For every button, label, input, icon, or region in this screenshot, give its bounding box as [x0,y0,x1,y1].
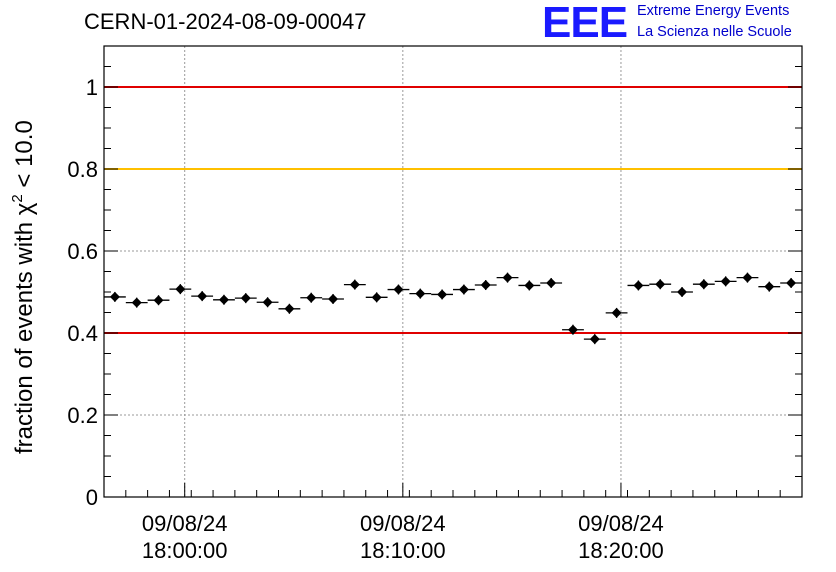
y-tick-label: 0.8 [67,157,98,182]
data-point-marker [349,279,360,290]
eee-logo: EEE [542,0,628,47]
data-point-marker [633,280,644,291]
x-tick-date-label: 09/08/24 [142,511,228,536]
y-axis-title-main: fraction of events with χ [11,202,38,454]
data-point-marker [567,324,578,335]
data-point-marker [153,295,164,306]
data-point-marker [480,280,491,291]
data-point-marker [393,284,404,295]
data-point-marker [262,297,273,308]
data-point-marker [240,293,251,304]
x-tick-time-label: 18:10:00 [360,538,446,563]
logo-subtitle-line1: Extreme Energy Events [637,3,790,19]
data-point-marker [589,334,600,345]
data-point-marker [437,289,448,300]
data-point-marker [786,277,797,288]
data-point-marker [109,291,120,302]
data-point-marker [415,288,426,299]
data-point-marker [764,281,775,292]
data-point-marker [371,292,382,303]
data-point-marker [458,284,469,295]
x-tick-time-label: 18:20:00 [578,538,664,563]
data-point-marker [284,303,295,314]
data-point-marker [175,284,186,295]
data-point-marker [546,277,557,288]
run-title: CERN-01-2024-08-09-00047 [84,9,367,34]
data-point-marker [306,292,317,303]
data-point-marker [611,307,622,318]
y-tick-label: 0.6 [67,239,98,264]
y-axis-title: fraction of events with χ2 < 10.0 [9,120,38,454]
y-tick-label: 0.4 [67,321,98,346]
data-point-marker [328,293,339,304]
data-point-marker [742,272,753,283]
data-point-marker [720,276,731,287]
x-tick-date-label: 09/08/24 [360,511,446,536]
logo-subtitle-line2: La Scienza nelle Scuole [637,24,792,40]
data-point-marker [131,297,142,308]
data-point-marker [197,291,208,302]
data-point-marker [698,279,709,290]
data-point-marker [502,272,513,283]
y-tick-label: 1 [86,75,98,100]
data-point-marker [677,287,688,297]
y-axis-title-superscript: 2 [9,194,26,202]
data-point-marker [524,280,535,291]
plot-frame [103,45,803,498]
x-tick-time-label: 18:00:00 [142,538,228,563]
data-point-marker [218,294,229,305]
y-tick-label: 0 [86,485,98,510]
y-tick-label: 0.2 [67,403,98,428]
y-axis-title-tail: < 10.0 [11,120,38,194]
x-tick-date-label: 09/08/24 [578,511,664,536]
data-point-marker [655,279,666,290]
